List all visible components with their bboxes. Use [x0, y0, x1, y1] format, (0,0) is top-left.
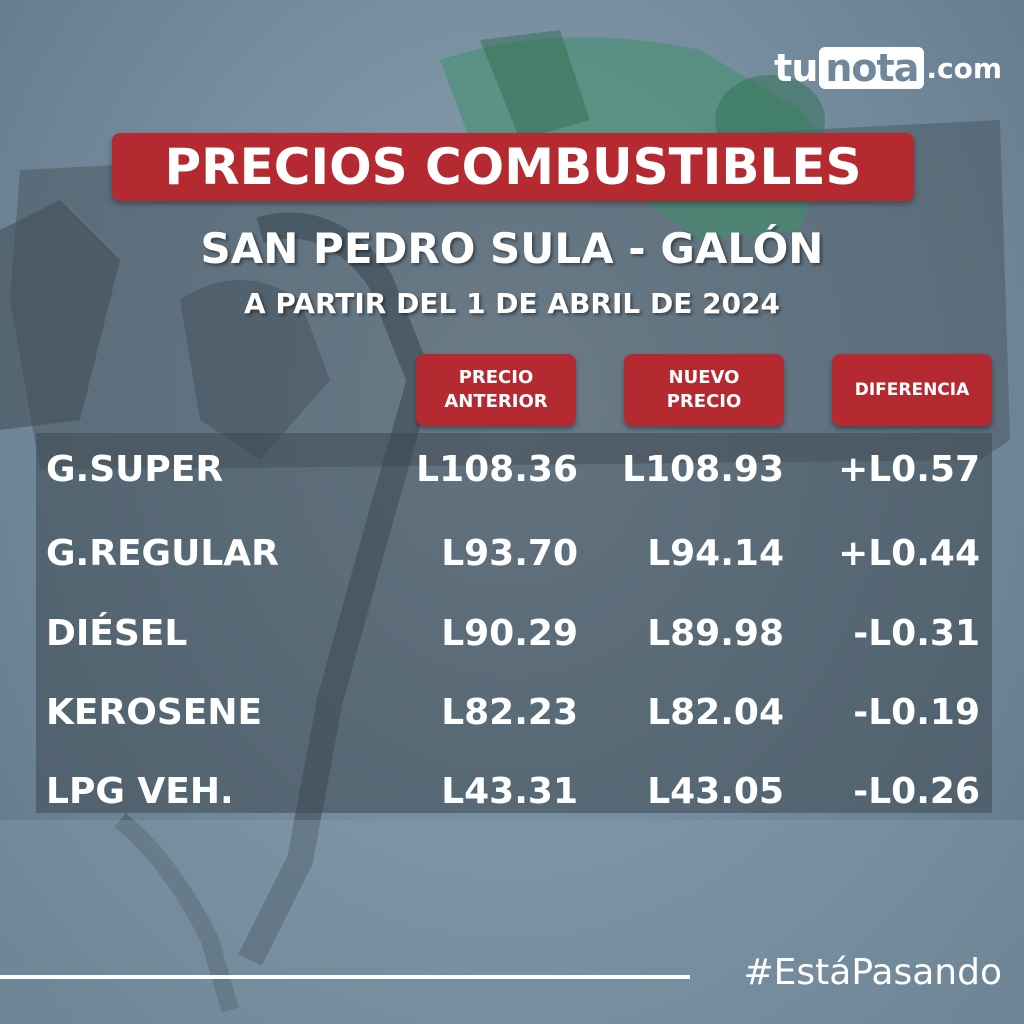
new-price: L43.05 [647, 771, 784, 812]
price-difference: -L0.31 [853, 613, 980, 654]
table-row: DIÉSEL L90.29 L89.98 -L0.31 [0, 594, 1024, 674]
fuel-name: LPG VEH. [46, 771, 234, 812]
price-table-panel [36, 433, 992, 813]
new-price: L82.04 [647, 692, 784, 733]
table-row: LPG VEH. L43.31 L43.05 -L0.26 [0, 752, 1024, 832]
column-header-previous-line1: PRECIO [458, 367, 534, 388]
new-price: L89.98 [647, 613, 784, 654]
page-title: PRECIOS COMBUSTIBLES [112, 133, 914, 201]
tunota-logo: tu nota .com [774, 46, 1002, 90]
footer-divider [0, 975, 690, 979]
table-row: KEROSENE L82.23 L82.04 -L0.19 [0, 673, 1024, 753]
price-difference: -L0.26 [853, 771, 980, 812]
price-difference: +L0.57 [838, 449, 980, 490]
logo-boxed: nota [819, 47, 925, 89]
previous-price: L90.29 [441, 613, 578, 654]
fuel-name: DIÉSEL [46, 613, 188, 654]
new-price: L94.14 [647, 533, 784, 574]
fuel-name: KEROSENE [46, 692, 263, 733]
previous-price: L93.70 [441, 533, 578, 574]
previous-price: L43.31 [441, 771, 578, 812]
column-header-previous-line2: ANTERIOR [444, 391, 548, 412]
logo-suffix: .com [926, 51, 1002, 85]
column-header-previous-price: PRECIO ANTERIOR [416, 354, 576, 426]
table-row: G.REGULAR L93.70 L94.14 +L0.44 [0, 514, 1024, 594]
fuel-name: G.SUPER [46, 449, 224, 490]
price-difference: +L0.44 [838, 533, 980, 574]
column-header-difference: DIFERENCIA [832, 354, 992, 426]
column-header-new-line2: PRECIO [666, 391, 742, 412]
column-header-new-line1: NUEVO [668, 367, 740, 388]
previous-price: L82.23 [441, 692, 578, 733]
previous-price: L108.36 [416, 449, 578, 490]
hashtag: #EstáPasando [743, 952, 1002, 993]
new-price: L108.93 [622, 449, 784, 490]
column-header-new-price: NUEVO PRECIO [624, 354, 784, 426]
page-subtitle: SAN PEDRO SULA - GALÓN [200, 224, 824, 273]
price-difference: -L0.19 [853, 692, 980, 733]
effective-date: A PARTIR DEL 1 DE ABRIL DE 2024 [243, 287, 781, 320]
logo-prefix: tu [774, 46, 818, 90]
table-row: G.SUPER L108.36 L108.93 +L0.57 [0, 430, 1024, 510]
fuel-name: G.REGULAR [46, 533, 279, 574]
